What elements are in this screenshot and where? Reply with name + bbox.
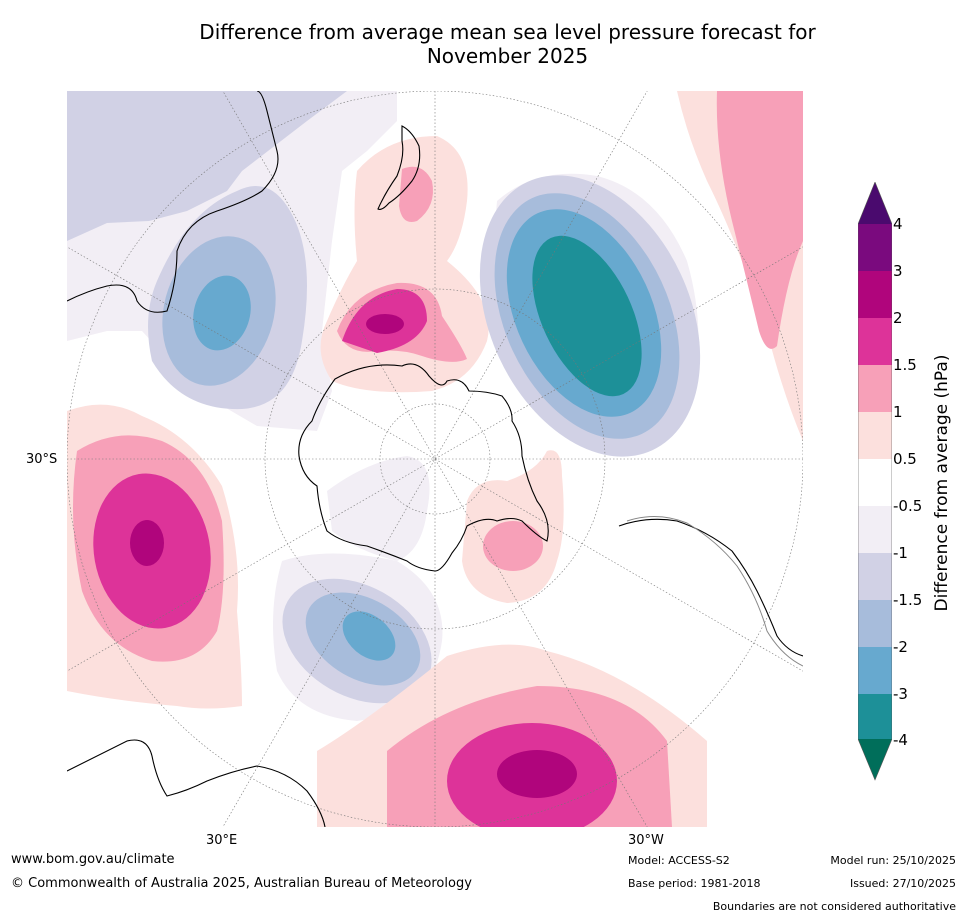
footer-model: Model: ACCESS-S2: [628, 854, 730, 867]
colorbar-tick-m0-5: -0.5: [893, 497, 923, 515]
south-america-borders: [626, 516, 803, 667]
colorbar-swatch-m3-to-m2: [858, 647, 892, 694]
longitude-label-east: 30°E: [206, 833, 238, 848]
colorbar-tick-3: 3: [893, 262, 903, 280]
footer-copyright: © Commonwealth of Australia 2025, Austra…: [11, 876, 472, 891]
anomaly-neg-south-3: [342, 611, 396, 661]
anomaly-neg-australia-1: [67, 91, 347, 241]
footer-website: www.bom.gov.au/climate: [11, 852, 175, 867]
anomaly-neg-australia-4: [193, 275, 251, 351]
title-line-1: Difference from average mean sea level p…: [199, 20, 816, 44]
australia-coastline: [67, 91, 279, 313]
anomaly-neg-pacific-4: [532, 235, 642, 397]
colorbar-swatch-m2-to-m1-5: [858, 600, 892, 647]
africa-coastline: [67, 739, 326, 827]
colorbar-tick-4: 4: [893, 215, 903, 233]
colorbar-swatch-3-to-4: [858, 224, 892, 271]
new-zealand-coastline: [377, 125, 421, 210]
colorbar-tick-1-5: 1.5: [893, 356, 917, 374]
footer-model-run: Model run: 25/10/2025: [830, 854, 956, 867]
colorbar-swatch-m4-to-m3: [858, 694, 892, 739]
colorbar-swatch-below-m4: [858, 739, 892, 780]
colorbar-swatch-neutral: [858, 459, 892, 506]
colorbar-swatch-m1-5-to-m1: [858, 553, 892, 600]
latitude-label: 30°S: [26, 452, 58, 467]
colorbar: [858, 182, 892, 781]
colorbar-swatch-1-5-to-2: [858, 318, 892, 365]
colorbar-tick-0-5: 0.5: [893, 450, 917, 468]
colorbar-swatch-0-5-to-1: [858, 412, 892, 459]
anomaly-neg-antarctic: [327, 456, 430, 561]
title-line-2: November 2025: [426, 44, 589, 68]
colorbar-swatch-1-to-1-5: [858, 365, 892, 412]
colorbar-tick-m2: -2: [893, 638, 908, 656]
colorbar-title: Difference from average (hPa): [932, 354, 952, 612]
colorbar-tick-2: 2: [893, 309, 903, 327]
colorbar-swatch-m1-to-m0-5: [858, 506, 892, 553]
colorbar-tick-1: 1: [893, 403, 903, 421]
colorbar-tick-m4: -4: [893, 731, 908, 749]
colorbar-swatch-2-to-3: [858, 271, 892, 318]
colorbar-tick-m1: -1: [893, 544, 908, 562]
chart-title: Difference from average mean sea level p…: [0, 20, 965, 68]
anomaly-pos-nz-1: [399, 166, 433, 222]
colorbar-tick-m1-5: -1.5: [893, 591, 923, 609]
footer-issued: Issued: 27/10/2025: [849, 877, 956, 890]
graticule: [67, 91, 803, 827]
south-america-coastline: [618, 518, 803, 657]
anomaly-pos-bottom-3: [497, 750, 577, 798]
footer-base-period: Base period: 1981-2018: [628, 877, 761, 890]
map-svg: [67, 91, 803, 827]
colorbar-outline: [858, 182, 892, 781]
anomaly-pos-nz-4: [366, 314, 404, 334]
anomaly-pos-east-1: [716, 91, 803, 349]
anomaly-pos-atlantic-1: [483, 521, 543, 571]
antarctica-coastline: [298, 363, 549, 572]
anomaly-pos-indian-3: [130, 520, 164, 566]
longitude-label-west: 30°W: [628, 833, 664, 848]
colorbar-swatch-above-4: [858, 182, 892, 224]
footer-disclaimer: Boundaries are not considered authoritat…: [712, 900, 956, 913]
colorbar-tick-m3: -3: [893, 685, 908, 703]
polar-map: [67, 91, 803, 827]
